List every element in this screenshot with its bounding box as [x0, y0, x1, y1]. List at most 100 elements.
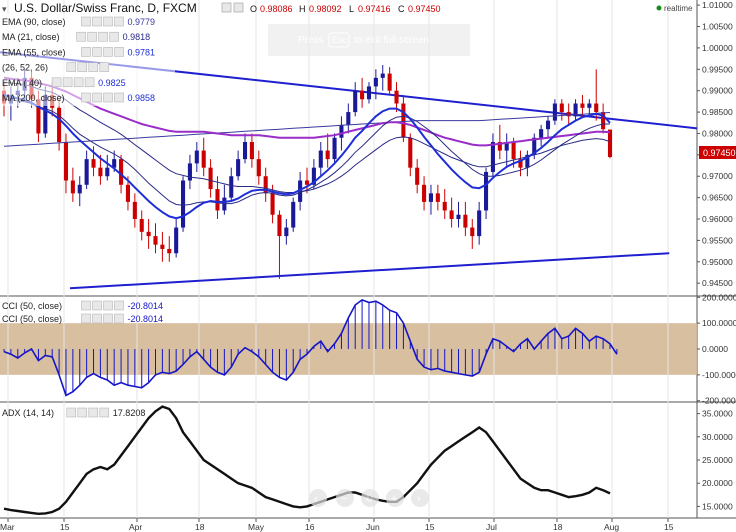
candle-body: [559, 103, 564, 113]
candle: [360, 77, 365, 108]
adx-panel[interactable]: [3, 405, 611, 516]
candle-body: [208, 167, 213, 190]
candle-body: [270, 193, 275, 215]
candle: [208, 159, 213, 198]
candle-body: [525, 154, 530, 168]
cci-panel[interactable]: [3, 298, 618, 397]
zoom-out-button[interactable]: −: [336, 489, 354, 507]
candle: [174, 219, 179, 258]
candle-body: [339, 124, 344, 138]
price-tick-label: 1.00000: [702, 43, 733, 53]
candle-body: [105, 167, 110, 177]
candle: [545, 116, 551, 138]
candle-body: [332, 137, 337, 160]
cci-legend-value: -20.8014: [128, 301, 164, 311]
candle-body: [167, 248, 172, 254]
x-tick-label: 15: [60, 522, 70, 532]
candle: [318, 142, 323, 177]
ema90-line: [3, 112, 611, 147]
price-tick-label: 0.95500: [702, 235, 733, 245]
ohlc-close-value: 0.97450: [408, 4, 441, 14]
candle-body: [484, 171, 489, 211]
price-tick-label: 0.96000: [702, 214, 733, 224]
x-axis: Mar 15 Apr 18 May 16 Jun 15 Jul 18 Aug 15: [0, 518, 674, 532]
candle: [277, 210, 282, 279]
candle-body: [311, 167, 316, 185]
candle: [346, 103, 351, 134]
candle: [201, 137, 206, 177]
cci-tick-label: -100.0000: [702, 370, 736, 380]
candle-body: [394, 90, 399, 104]
candle: [105, 154, 110, 181]
candle-body: [194, 150, 199, 164]
candle: [194, 142, 199, 172]
settings-icon[interactable]: [221, 2, 232, 13]
candle: [77, 176, 82, 207]
candle-body: [284, 227, 289, 237]
candle-body: [119, 159, 124, 185]
candle-body: [601, 112, 606, 130]
cci-legend-name: CCI (50, close): [2, 301, 62, 311]
visibility-icon[interactable]: [233, 2, 244, 13]
adx-legend-icon: [66, 407, 77, 418]
x-tick-label: Apr: [129, 522, 142, 532]
price-legend-icon: [88, 62, 99, 72]
tooltip-suffix: to exit full screen: [354, 35, 429, 46]
candle-body: [353, 90, 358, 113]
candle: [366, 82, 372, 104]
price-legend-icon: [98, 31, 108, 42]
chevron-down-icon[interactable]: ▾: [2, 4, 7, 14]
candle: [187, 154, 192, 190]
ohlc-open-value: 0.98086: [260, 4, 293, 14]
price-tick-label: 0.98000: [702, 128, 733, 138]
scroll-right-button[interactable]: ›: [411, 489, 429, 507]
candle-body: [256, 159, 261, 177]
candle: [167, 236, 172, 262]
candle: [566, 103, 571, 125]
candle-body: [607, 129, 613, 157]
adx-line: [3, 405, 611, 516]
ohlc-high-value: 0.98092: [309, 4, 342, 14]
ohlc-low-label: L: [349, 4, 354, 14]
price-legend-icon: [66, 62, 77, 72]
candle-body: [36, 99, 41, 134]
candle: [415, 159, 420, 194]
x-tick-label: Jul: [486, 522, 497, 532]
price-legend-value: 0.9858: [128, 93, 156, 103]
price-tick-label: 0.99000: [702, 86, 733, 96]
candle-body: [318, 150, 323, 168]
ohlc-close-label: C: [398, 4, 405, 14]
x-tick-label: 16: [305, 522, 315, 532]
candle-body: [566, 112, 571, 117]
price-legend-row: EMA ( 40) 0.9825: [2, 77, 126, 88]
adx-tick-label: 35.0000: [702, 409, 733, 419]
price-legend-icon: [84, 77, 95, 88]
candle: [380, 65, 385, 91]
candle: [477, 201, 482, 245]
zoom-in-button[interactable]: +: [386, 489, 404, 507]
candle: [139, 210, 144, 241]
scroll-left-button[interactable]: ‹: [309, 489, 327, 507]
cci-legend-icon: [103, 313, 113, 324]
candle: [353, 82, 358, 117]
tooltip-key: Esc: [332, 35, 348, 45]
candle-body: [360, 90, 365, 100]
adx-tick-label: 15.0000: [702, 501, 733, 511]
candle: [580, 94, 585, 117]
price-legend-icon: [92, 16, 102, 27]
price-tick-label: 1.01000: [702, 0, 733, 10]
svg-text:‹: ‹: [314, 493, 318, 505]
reset-zoom-button[interactable]: ↻: [361, 489, 379, 507]
candle: [84, 150, 89, 190]
candle-body: [229, 176, 234, 198]
last-price-label: 0.97450: [703, 148, 736, 158]
price-legend-icon: [114, 16, 124, 27]
candle-body: [215, 189, 220, 211]
price-legend-name: (26, 52, 26): [2, 63, 48, 73]
candle-body: [497, 142, 502, 151]
candle: [490, 133, 495, 177]
svg-text:↻: ↻: [365, 494, 373, 505]
price-legend-icon: [103, 47, 113, 57]
candle-body: [63, 142, 69, 181]
